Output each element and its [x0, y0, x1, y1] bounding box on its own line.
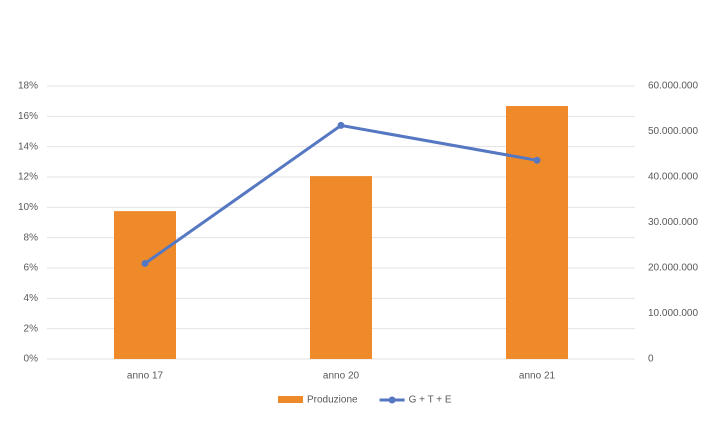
y-tick-label: 14%: [18, 141, 38, 152]
legend-swatch: [278, 396, 303, 403]
bar: [310, 176, 372, 359]
y2-tick-label: 40.000.000: [648, 172, 698, 183]
line-marker: [337, 121, 345, 129]
x-tick-label: anno 21: [519, 371, 556, 382]
legend-swatch: [388, 396, 396, 404]
y-tick-label: 0%: [24, 354, 39, 365]
y2-tick-label: 50.000.000: [648, 126, 698, 137]
y-tick-label: 2%: [24, 323, 39, 334]
bar: [114, 211, 176, 359]
legend-label: Produzione: [307, 395, 358, 406]
y2-tick-label: 0: [648, 354, 654, 365]
y2-tick-label: 30.000.000: [648, 217, 698, 228]
line-marker: [141, 259, 149, 267]
legend-label: G + T + E: [409, 395, 452, 406]
y-tick-label: 10%: [18, 202, 38, 213]
x-tick-label: anno 17: [127, 371, 164, 382]
y2-tick-label: 60.000.000: [648, 81, 698, 92]
y-tick-label: 16%: [18, 111, 38, 122]
y-tick-label: 12%: [18, 172, 38, 183]
y-tick-label: 6%: [24, 263, 39, 274]
y2-tick-label: 10.000.000: [648, 308, 698, 319]
bar: [506, 106, 568, 360]
y-tick-label: 18%: [18, 81, 38, 92]
y2-tick-label: 20.000.000: [648, 263, 698, 274]
y-tick-label: 8%: [24, 232, 39, 243]
y-tick-label: 4%: [24, 293, 39, 304]
x-tick-label: anno 20: [323, 371, 360, 382]
line-marker: [533, 156, 541, 164]
